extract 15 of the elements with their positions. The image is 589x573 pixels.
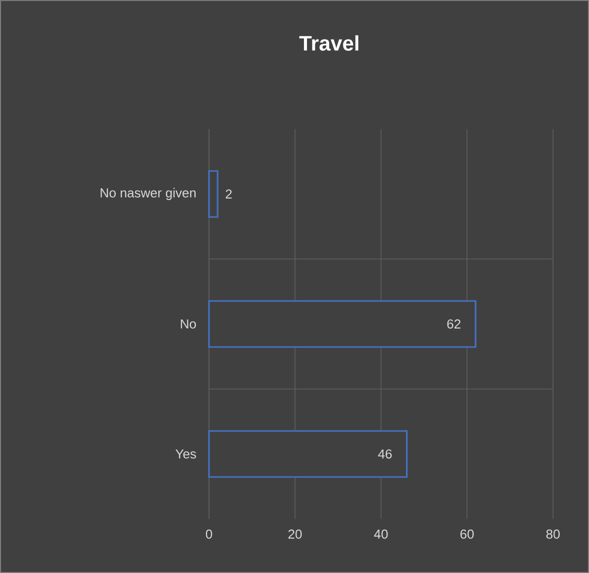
- y-tick-label: No: [180, 319, 196, 329]
- chart-title: Travel: [299, 35, 358, 51]
- x-tick-label: 80: [546, 530, 560, 539]
- y-tick-label: No naswer given: [100, 188, 196, 200]
- bar: [208, 430, 408, 478]
- x-tick-label: 0: [206, 530, 212, 539]
- bar: [208, 300, 476, 348]
- bar: [208, 170, 218, 218]
- x-tick-label: 40: [374, 530, 388, 539]
- y-tick-label: Yes: [176, 449, 196, 459]
- data-label: 62: [447, 319, 460, 329]
- x-tick-label: 20: [288, 530, 302, 539]
- x-tick-label: 60: [460, 530, 474, 539]
- data-label: 46: [378, 449, 392, 459]
- data-label: 2: [226, 189, 232, 199]
